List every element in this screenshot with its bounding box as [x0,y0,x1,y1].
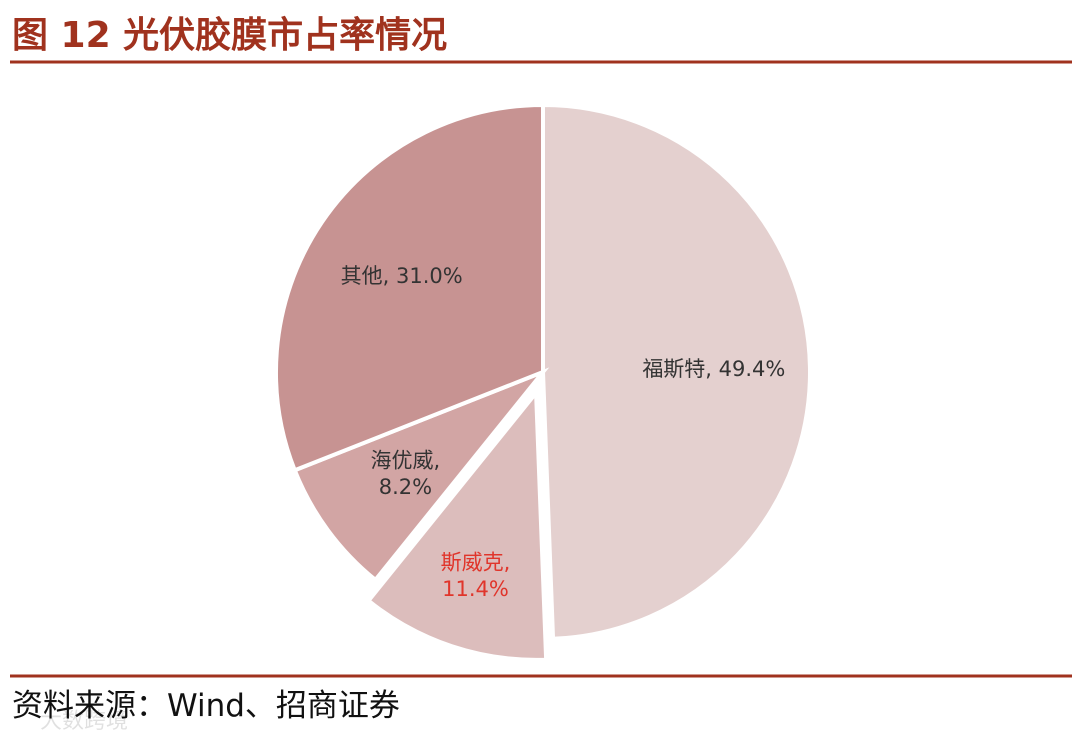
data-label: 福斯特, 49.4% [642,357,785,381]
pie-slice [292,367,550,583]
pie-slice [274,102,545,473]
data-label: 海优威, 8.2% [371,449,441,499]
data-label: 斯威克, 11.4% [441,551,511,601]
chart-title: 图 12 光伏胶膜市占率情况 [12,15,447,56]
watermark: 大数跨境 [40,709,128,734]
pie-slice [365,387,549,662]
pie-slice [541,102,812,641]
data-label: 其他, 31.0% [341,264,463,288]
pie: 福斯特, 49.4% 斯威克, 11.4% 海优威, 8.2% 其他, 31.0% [274,102,812,662]
source: 资料来源：Wind、招商证券 [12,688,400,724]
